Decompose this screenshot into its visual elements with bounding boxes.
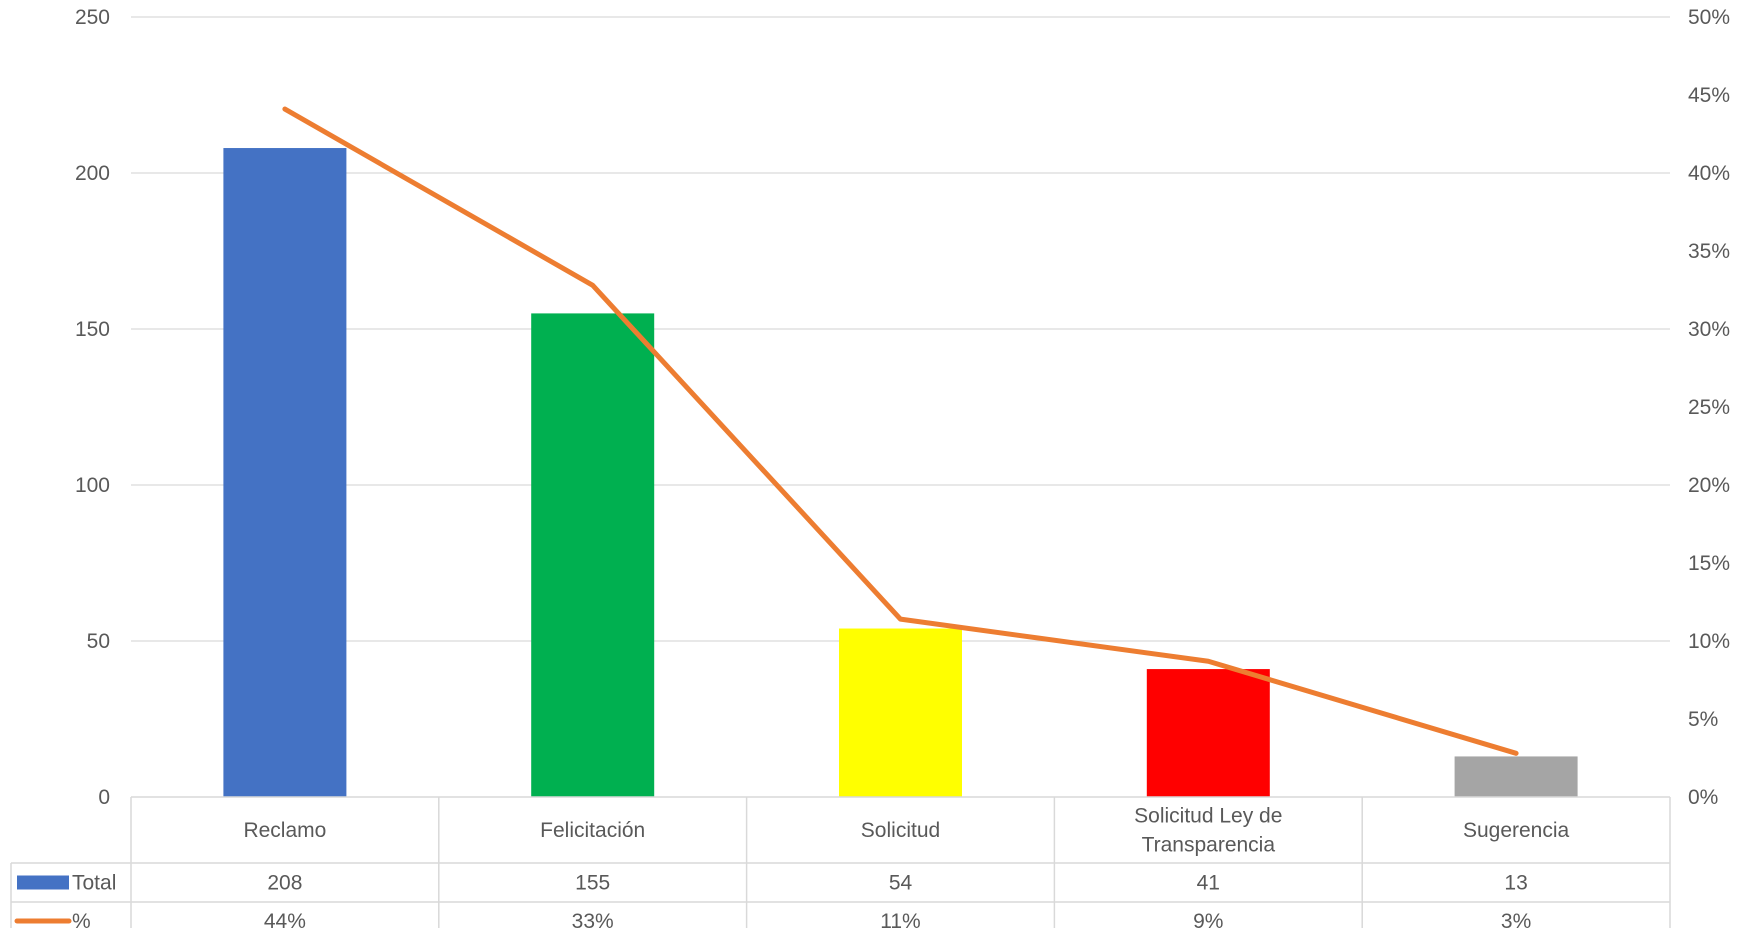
left-tick-label: 250 [75, 6, 110, 29]
percent-line-series [282, 106, 1519, 756]
left-tick-label: 150 [75, 318, 110, 341]
right-tick-label: 35% [1688, 240, 1730, 263]
bar [1146, 669, 1270, 797]
legend-label-percent: % [72, 910, 91, 928]
table-value-percent: 44% [264, 910, 306, 928]
category-label: Felicitación [540, 819, 645, 842]
table-value-percent: 11% [880, 910, 920, 928]
table-value-total: 54 [889, 872, 913, 895]
right-tick-label: 45% [1688, 84, 1730, 107]
right-axis: 0% 5% 10% 15% 20% 25% 30% 35% 40% 45% 50% [1688, 6, 1730, 809]
right-tick-label: 0% [1688, 786, 1718, 809]
left-tick-label: 0 [98, 786, 110, 809]
left-tick-label: 100 [75, 474, 110, 497]
right-tick-label: 30% [1688, 318, 1730, 341]
left-axis: 0 50 100 150 200 250 [75, 6, 110, 809]
table-value-total: 41 [1197, 872, 1220, 895]
category-label: Solicitud [861, 819, 940, 842]
right-tick-label: 25% [1688, 396, 1730, 419]
right-tick-label: 15% [1688, 552, 1730, 575]
table-value-total: 208 [267, 872, 302, 895]
data-table: Reclamo Felicitación Solicitud Solicitud Le… [10, 796, 1671, 928]
category-label: Sugerencia [1463, 819, 1570, 842]
legend-key-total [17, 875, 69, 890]
legend-label-total: Total [72, 872, 116, 895]
right-tick-label: 10% [1688, 630, 1730, 653]
right-tick-label: 20% [1688, 474, 1730, 497]
left-tick-label: 200 [75, 162, 110, 185]
table-value-total: 155 [575, 872, 610, 895]
table-value-percent: 3% [1501, 910, 1531, 928]
table-value-percent: 33% [572, 910, 614, 928]
right-tick-label: 5% [1688, 708, 1718, 731]
table-value-percent: 9% [1193, 910, 1223, 928]
bars [223, 148, 1578, 798]
bar [839, 628, 962, 797]
table-value-total: 13 [1504, 872, 1527, 895]
right-tick-label: 40% [1688, 162, 1730, 185]
left-tick-label: 50 [87, 630, 110, 653]
right-tick-label: 50% [1688, 6, 1730, 29]
category-label: Transparencia [1142, 834, 1276, 857]
bar [223, 148, 347, 798]
bar [1454, 756, 1578, 797]
percent-line [282, 106, 1519, 756]
category-label: Reclamo [243, 819, 326, 842]
category-label: Solicitud Ley de [1134, 805, 1282, 828]
bar [531, 313, 655, 797]
gridlines [131, 16, 1670, 642]
